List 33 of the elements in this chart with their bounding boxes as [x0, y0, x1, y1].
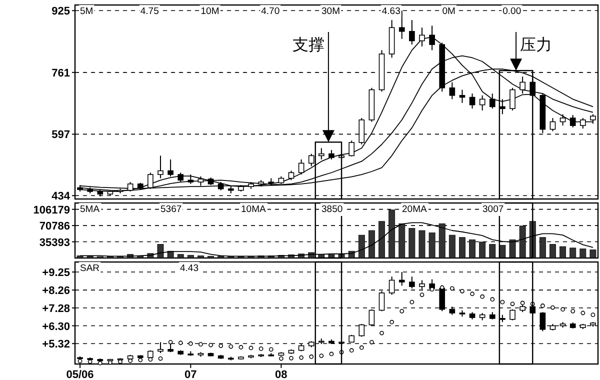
y-tick-label: +7.28	[42, 302, 70, 315]
annotation: 5MA	[80, 204, 100, 215]
x-tick-label: 07	[184, 369, 197, 380]
y-tick-label: 761	[52, 67, 70, 80]
y-tick-label: +9.25	[42, 267, 70, 280]
annotation: 压力	[520, 36, 552, 54]
annotation: 10M	[200, 6, 220, 17]
y-tick-label: +8.26	[42, 285, 70, 298]
x-tick-label: 05/06	[66, 369, 94, 380]
annotation: 30M	[322, 6, 340, 17]
annotation: 4.70	[261, 6, 280, 17]
annotation: 支撑	[292, 36, 324, 54]
y-tick-label: 434	[52, 190, 71, 203]
y-tick-label: 925	[52, 6, 70, 18]
annotation: 0.00	[502, 6, 522, 17]
y-tick-label: 106179	[33, 204, 70, 216]
annotation: 4.63	[382, 6, 400, 17]
y-tick-label: 597	[52, 129, 70, 142]
x-tick-label: 08	[275, 369, 288, 380]
annotation: 4.43	[180, 263, 198, 274]
y-tick-label: 70786	[39, 220, 70, 233]
y-tick-label: +6.30	[42, 320, 70, 333]
annotation: 3007	[482, 204, 504, 215]
annotation: 10MA	[241, 204, 266, 215]
y-tick-label: 35393	[39, 236, 70, 249]
annotation: 5367	[160, 204, 182, 215]
annotation: 3850	[322, 204, 343, 215]
annotation: 0M	[442, 6, 456, 17]
annotation: 20MA	[402, 204, 428, 215]
y-tick-label: +5.32	[42, 338, 70, 351]
annotation: SAR	[80, 263, 100, 274]
annotation: 5M	[80, 6, 94, 17]
annotation: 4.75	[140, 6, 159, 17]
